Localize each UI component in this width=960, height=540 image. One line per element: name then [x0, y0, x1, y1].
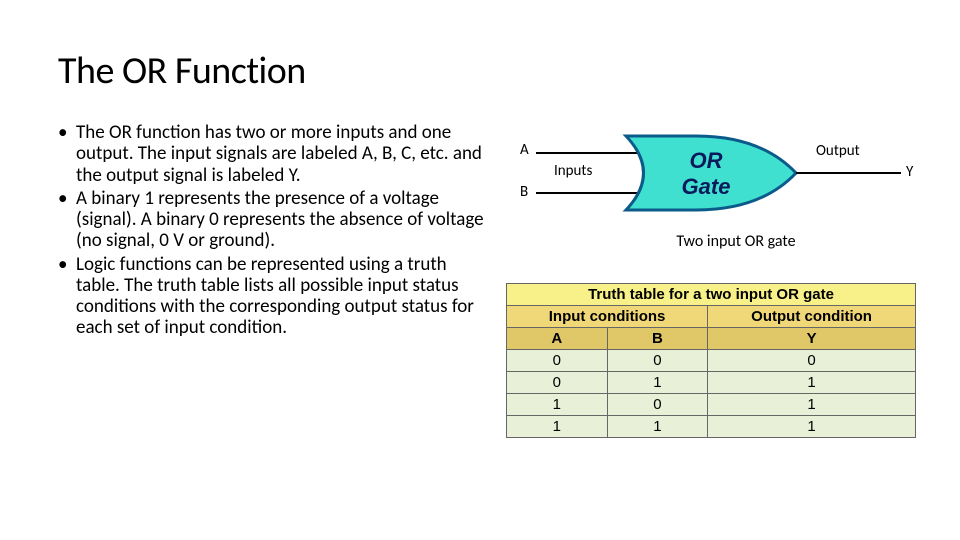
- output-label: Output: [816, 142, 860, 160]
- tt-cell: 0: [607, 394, 708, 416]
- tt-cell: 1: [708, 372, 916, 394]
- truth-table-wrap: Truth table for a two input OR gate Inpu…: [506, 283, 916, 438]
- table-row: 0 0 0: [507, 350, 916, 372]
- tt-input-header: Input conditions: [507, 306, 708, 328]
- svg-text:Gate: Gate: [682, 174, 731, 199]
- table-row: Input conditions Output condition: [507, 306, 916, 328]
- tt-col-a: A: [507, 328, 608, 350]
- input-b-label: B: [520, 183, 528, 201]
- content-row: The OR function has two or more inputs a…: [58, 122, 920, 438]
- table-row: A B Y: [507, 328, 916, 350]
- tt-cell: 1: [708, 394, 916, 416]
- inputs-label: Inputs: [554, 162, 592, 180]
- tt-cell: 0: [607, 350, 708, 372]
- tt-output-header: Output condition: [708, 306, 916, 328]
- bullet-item: The OR function has two or more inputs a…: [58, 122, 488, 186]
- diagram-column: OR Gate A B Inputs Output Y Two input OR…: [506, 122, 926, 438]
- bullet-item: A binary 1 represents the presence of a …: [58, 188, 488, 252]
- bullet-column: The OR function has two or more inputs a…: [58, 122, 488, 438]
- tt-cell: 1: [607, 416, 708, 438]
- tt-cell: 1: [507, 394, 608, 416]
- output-y-label: Y: [906, 163, 913, 181]
- tt-col-y: Y: [708, 328, 916, 350]
- tt-cell: 1: [507, 416, 608, 438]
- or-gate-diagram: OR Gate A B Inputs Output Y: [506, 128, 926, 238]
- tt-cell: 1: [607, 372, 708, 394]
- input-a-label: A: [520, 141, 529, 159]
- table-row: Truth table for a two input OR gate: [507, 284, 916, 306]
- tt-cell: 1: [708, 416, 916, 438]
- bullet-list: The OR function has two or more inputs a…: [58, 122, 488, 339]
- tt-col-b: B: [607, 328, 708, 350]
- svg-text:OR: OR: [690, 148, 723, 173]
- bullet-item: Logic functions can be represented using…: [58, 254, 488, 339]
- tt-cell: 0: [507, 372, 608, 394]
- table-row: 0 1 1: [507, 372, 916, 394]
- truth-table: Truth table for a two input OR gate Inpu…: [506, 283, 916, 438]
- slide-title: The OR Function: [58, 48, 920, 94]
- tt-cell: 0: [507, 350, 608, 372]
- tt-title-cell: Truth table for a two input OR gate: [507, 284, 916, 306]
- tt-cell: 0: [708, 350, 916, 372]
- table-row: 1 1 1: [507, 416, 916, 438]
- table-row: 1 0 1: [507, 394, 916, 416]
